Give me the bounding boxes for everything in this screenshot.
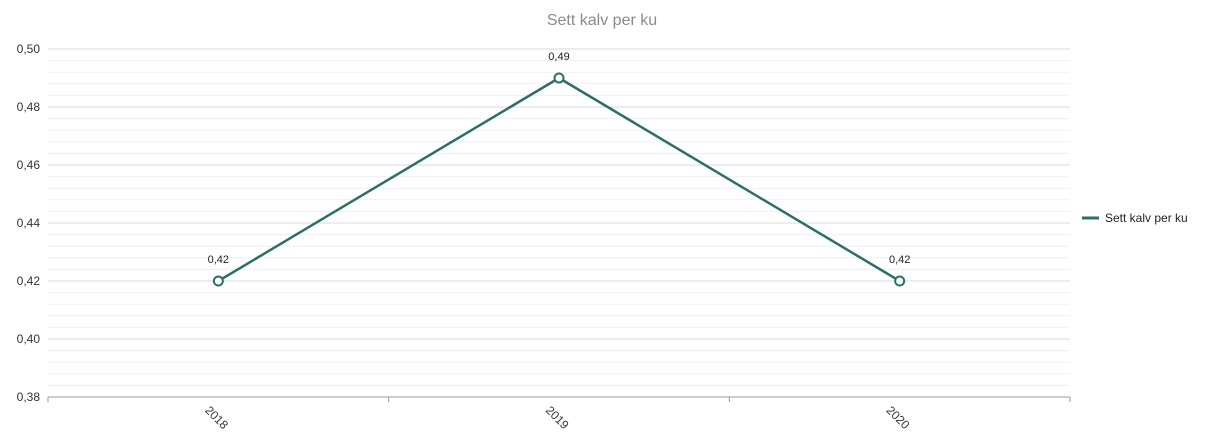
x-tick-label: 2020 xyxy=(884,403,913,432)
data-label: 0,42 xyxy=(208,254,229,266)
y-tick-label: 0,38 xyxy=(17,390,41,404)
data-label: 0,49 xyxy=(548,51,569,63)
x-tick-label: 2019 xyxy=(543,403,572,432)
data-point xyxy=(553,72,565,84)
series-group: 0,42 0,49 0,42 xyxy=(208,51,910,287)
series-line xyxy=(217,76,901,283)
y-tick-label: 0,48 xyxy=(17,100,41,114)
x-axis: 2018 2019 2020 xyxy=(47,396,1071,432)
y-tick-label: 0,50 xyxy=(17,42,41,56)
y-tick-label: 0,44 xyxy=(17,216,41,230)
chart-title: Sett kalv per ku xyxy=(547,12,657,29)
data-point xyxy=(894,275,906,287)
data-label: 0,42 xyxy=(889,254,910,266)
data-point xyxy=(212,275,224,287)
legend-label: Sett kalv per ku xyxy=(1105,211,1188,225)
y-tick-label: 0,40 xyxy=(17,332,41,346)
y-tick-label: 0,46 xyxy=(17,158,41,172)
major-grid xyxy=(48,48,1070,340)
legend[interactable]: Sett kalv per ku xyxy=(1082,211,1188,225)
y-tick-label: 0,42 xyxy=(17,274,41,288)
y-axis-ticks: 0,38 0,40 0,42 0,44 0,46 0,48 0,50 xyxy=(17,42,41,404)
x-tick-label: 2018 xyxy=(202,403,231,432)
